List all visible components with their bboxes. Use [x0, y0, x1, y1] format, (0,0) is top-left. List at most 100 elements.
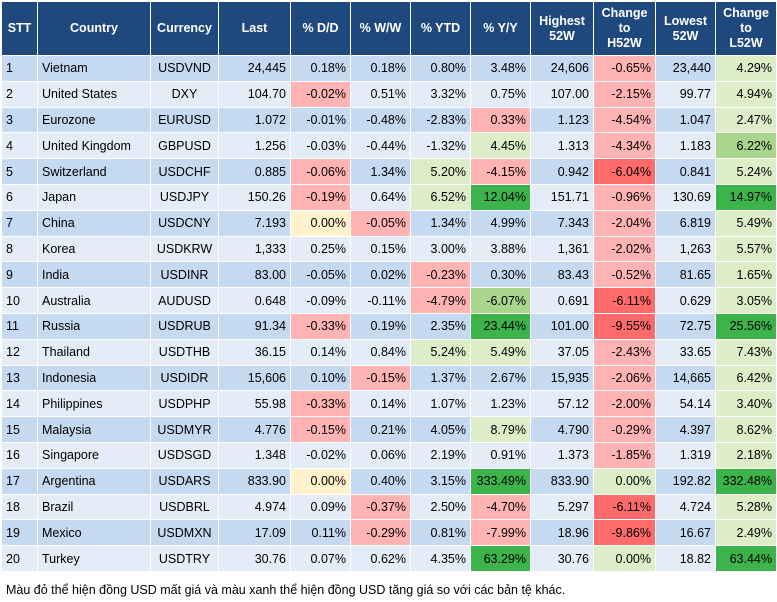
- table-cell: 19: [1, 519, 38, 547]
- table-row: 17 Argentina USDARS 833.90 0.00% 0.40% 3.15% 33…: [1, 467, 777, 495]
- table-cell: 0.00%: [290, 467, 351, 495]
- table-cell: United States: [37, 80, 151, 108]
- table-cell: 83.43: [530, 261, 594, 289]
- table-cell: Switzerland: [37, 158, 151, 185]
- table-cell: 0.62%: [350, 545, 411, 572]
- table-cell: 0.11%: [290, 519, 351, 547]
- column-header: % W/W: [350, 1, 411, 56]
- table-cell: 151.71: [530, 183, 594, 211]
- table-cell: -0.15%: [290, 416, 351, 443]
- table-row: 16 Singapore USDSGD 1.348 -0.02% 0.06% 2.19% 0.…: [1, 441, 777, 469]
- table-cell: 2.49%: [715, 519, 777, 547]
- table-cell: 16: [1, 441, 38, 469]
- table-cell: 2.35%: [410, 312, 471, 340]
- table-cell: -4.79%: [410, 287, 471, 314]
- table-cell: 91.34: [218, 312, 291, 340]
- table-cell: 17: [1, 467, 38, 495]
- table-cell: 0.885: [218, 158, 291, 185]
- table-cell: 0.15%: [350, 235, 411, 263]
- table-cell: 0.81%: [410, 519, 471, 547]
- table-cell: USDVND: [150, 55, 219, 82]
- table-cell: 0.18%: [350, 55, 411, 82]
- table-cell: 5.297: [530, 493, 594, 521]
- table-cell: 25.56%: [715, 312, 777, 340]
- table-row: 6 Japan USDJPY 150.26 -0.19% 0.64% 6.52% 12.04%…: [1, 183, 777, 211]
- table-cell: 24,445: [218, 55, 291, 82]
- table-cell: 3.00%: [410, 235, 471, 263]
- table-cell: 1.65%: [715, 261, 777, 289]
- table-cell: -4.54%: [593, 106, 656, 134]
- table-cell: 0.00%: [290, 209, 351, 237]
- footnote: Màu đỏ thể hiện đồng USD mất giá và màu …: [6, 583, 566, 597]
- table-cell: Australia: [37, 287, 151, 314]
- table-row: 19 Mexico USDMXN 17.09 0.11% -0.29% 0.81% -7.99…: [1, 519, 777, 547]
- table-cell: 1.373: [530, 441, 594, 469]
- table-cell: -2.15%: [593, 80, 656, 108]
- table-cell: 0.80%: [410, 55, 471, 82]
- table-cell: USDCNY: [150, 209, 219, 237]
- table-cell: 0.629: [655, 287, 716, 314]
- table-cell: 99.77: [655, 80, 716, 108]
- table-cell: 0.07%: [290, 545, 351, 572]
- table-cell: 1.34%: [350, 158, 411, 185]
- table-cell: -2.02%: [593, 235, 656, 263]
- table-cell: 150.26: [218, 183, 291, 211]
- column-header: Change to L52W: [715, 1, 777, 56]
- table-cell: 13: [1, 364, 38, 392]
- table-cell: 0.21%: [350, 416, 411, 443]
- table-cell: 0.40%: [350, 467, 411, 495]
- table-cell: 8.62%: [715, 416, 777, 443]
- table-cell: 63.44%: [715, 545, 777, 572]
- table-cell: -0.96%: [593, 183, 656, 211]
- table-row: 10 Australia AUDUSD 0.648 -0.09% -0.11% -4.79%…: [1, 287, 777, 314]
- table-cell: 1.183: [655, 132, 716, 160]
- table-cell: 7.193: [218, 209, 291, 237]
- table-cell: -7.99%: [470, 519, 531, 547]
- table-row: 7 China USDCNY 7.193 0.00% -0.05% 1.34% 4.99% 7.…: [1, 209, 777, 237]
- table-cell: -0.23%: [410, 261, 471, 289]
- table-cell: Brazil: [37, 493, 151, 521]
- table-cell: 1.313: [530, 132, 594, 160]
- table-cell: -6.07%: [470, 287, 531, 314]
- table-row: 11 Russia USDRUB 91.34 -0.33% 0.19% 2.35% 23.44…: [1, 312, 777, 340]
- table-row: 3 Eurozone EURUSD 1.072 -0.01% -0.48% -2.83% 0.…: [1, 106, 777, 134]
- table-cell: 101.00: [530, 312, 594, 340]
- table-cell: -0.37%: [350, 493, 411, 521]
- table-row: 14 Philippines USDPHP 55.98 -0.33% 0.14% 1.07%…: [1, 390, 777, 418]
- table-cell: 4: [1, 132, 38, 160]
- table-cell: Indonesia: [37, 364, 151, 392]
- table-cell: -4.34%: [593, 132, 656, 160]
- table-cell: 1: [1, 55, 38, 82]
- table-cell: 4.397: [655, 416, 716, 443]
- table-cell: 18: [1, 493, 38, 521]
- table-cell: 16.67: [655, 519, 716, 547]
- table-cell: 63.29%: [470, 545, 531, 572]
- table-cell: DXY: [150, 80, 219, 108]
- table-cell: 0.14%: [290, 338, 351, 366]
- table-cell: 6.42%: [715, 364, 777, 392]
- table-cell: 0.10%: [290, 364, 351, 392]
- column-header: Lowest 52W: [655, 1, 716, 56]
- table-cell: 3.15%: [410, 467, 471, 495]
- table-cell: Turkey: [37, 545, 151, 572]
- table-cell: 11: [1, 312, 38, 340]
- table-cell: 5.24%: [715, 158, 777, 185]
- table-cell: 0.30%: [470, 261, 531, 289]
- table-cell: 1,361: [530, 235, 594, 263]
- table-cell: 7: [1, 209, 38, 237]
- table-cell: Thailand: [37, 338, 151, 366]
- table-cell: USDSGD: [150, 441, 219, 469]
- table-cell: 0.18%: [290, 55, 351, 82]
- table-cell: 3.05%: [715, 287, 777, 314]
- table-cell: 1.123: [530, 106, 594, 134]
- table-cell: 3.88%: [470, 235, 531, 263]
- table-cell: 0.691: [530, 287, 594, 314]
- table-cell: 2.67%: [470, 364, 531, 392]
- table-cell: 1,263: [655, 235, 716, 263]
- table-row: 8 Korea USDKRW 1,333 0.25% 0.15% 3.00% 3.88% 1,3…: [1, 235, 777, 263]
- table-cell: 0.648: [218, 287, 291, 314]
- table-cell: 1.34%: [410, 209, 471, 237]
- table-cell: USDMXN: [150, 519, 219, 547]
- table-cell: 18.96: [530, 519, 594, 547]
